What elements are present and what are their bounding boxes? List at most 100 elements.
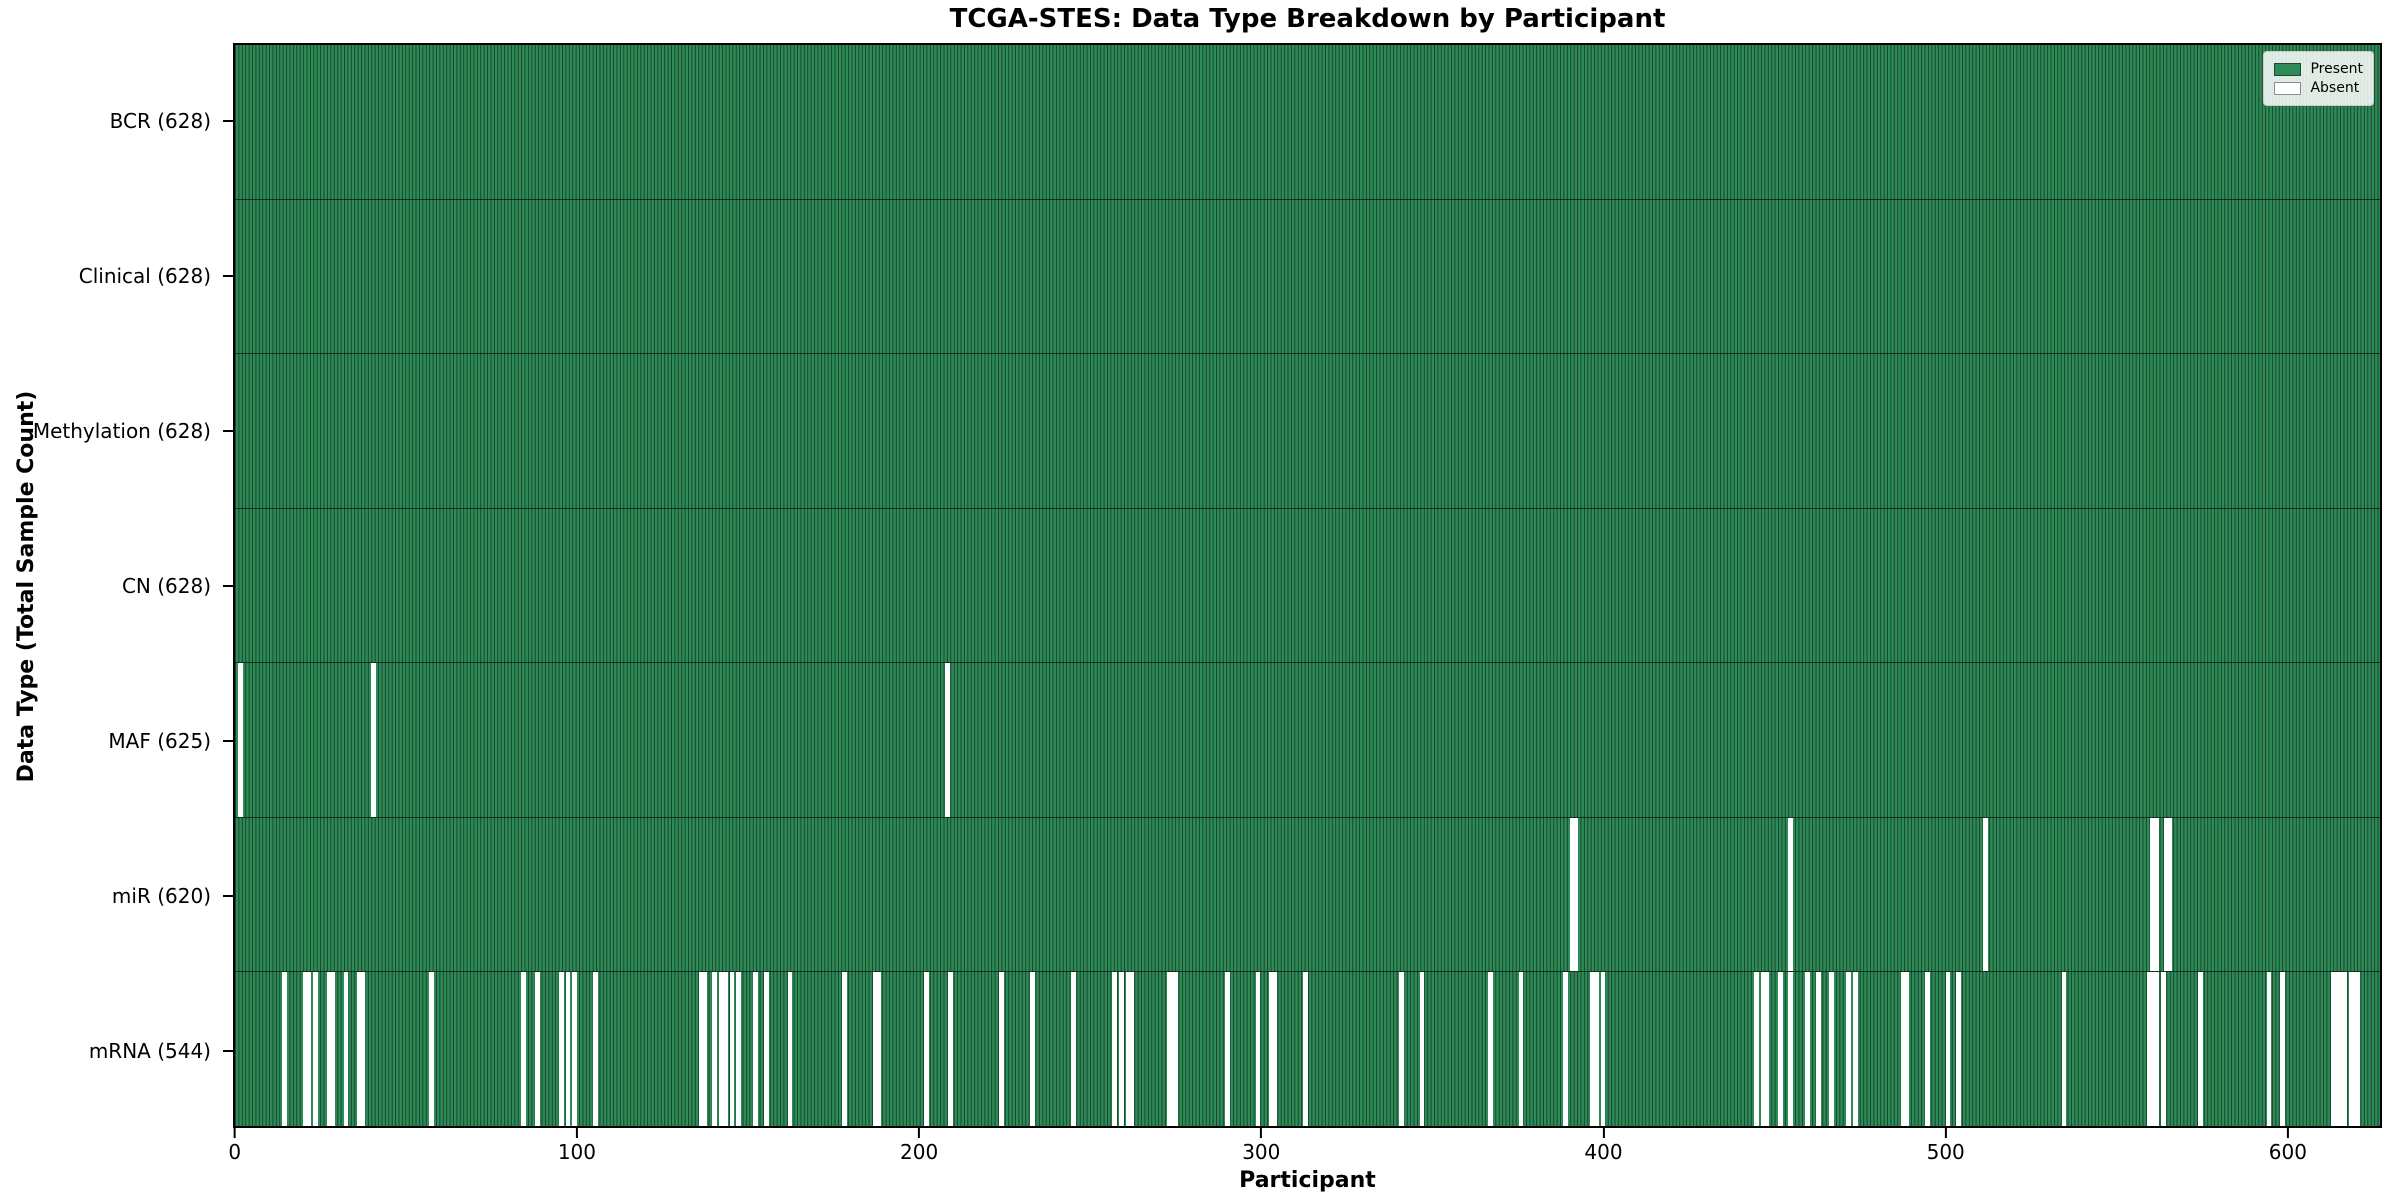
- legend-item-present: Present: [2274, 61, 2363, 77]
- x-axis: 0 100 200 300 400 500 600: [228, 1128, 2382, 1170]
- absent-gap: [357, 972, 363, 1127]
- y-tick-CN: CN (628): [0, 508, 233, 663]
- legend-label: Absent: [2310, 80, 2360, 96]
- y-tick-label: miR (620): [111, 883, 211, 908]
- absent-gap: [702, 972, 708, 1127]
- absent-gap: [2348, 972, 2354, 1127]
- absent-gap: [521, 972, 527, 1127]
- row-MAF: [235, 663, 2380, 818]
- x-tick-100: 100: [558, 1128, 596, 1164]
- absent-gap: [2280, 972, 2286, 1127]
- absent-gap: [1805, 972, 1811, 1127]
- x-tick-label: 500: [1926, 1140, 1965, 1164]
- absent-gap: [1170, 972, 1175, 1127]
- absent-gap: [302, 972, 308, 1127]
- row-CN: [235, 508, 2380, 664]
- absent-gap: [1600, 972, 1606, 1127]
- absent-gap: [712, 972, 718, 1127]
- absent-gap: [1788, 972, 1794, 1127]
- x-tick-label: 100: [557, 1140, 596, 1164]
- legend: Present Absent: [2263, 51, 2374, 106]
- y-tick-mark: [223, 119, 233, 122]
- y-tick-mark: [223, 739, 233, 742]
- y-tick-label: CN (628): [121, 573, 211, 598]
- y-tick-mark: [223, 1049, 233, 1052]
- absent-gap: [534, 972, 540, 1127]
- absent-gap: [1125, 972, 1131, 1127]
- absent-gap: [2198, 972, 2204, 1127]
- absent-gap: [2167, 817, 2173, 972]
- absent-gap: [360, 972, 366, 1127]
- absent-gap: [1030, 972, 1035, 1127]
- rows: [235, 45, 2380, 1127]
- absent-gap: [2153, 972, 2159, 1127]
- absent-gap: [1853, 972, 1859, 1127]
- absent-gap: [1118, 972, 1124, 1127]
- x-tick-400: 400: [1584, 1128, 1623, 1164]
- absent-gap: [698, 972, 704, 1127]
- absent-gap: [999, 972, 1005, 1127]
- absent-gap: [1815, 972, 1821, 1127]
- absent-gap: [787, 972, 793, 1127]
- absent-gap: [1129, 972, 1134, 1127]
- absent-gap: [1754, 972, 1760, 1127]
- y-tick-MAF: MAF (625): [0, 663, 233, 818]
- row-Methylation: [235, 354, 2380, 509]
- absent-gap: [842, 972, 848, 1127]
- y-tick-label: MAF (625): [108, 728, 211, 753]
- y-tick-Clinical: Clinical (628): [0, 198, 233, 353]
- absent-gap: [1904, 972, 1910, 1127]
- x-tick-mark: [1602, 1128, 1605, 1138]
- y-tick-mark: [223, 894, 233, 897]
- x-tick-mark: [1944, 1128, 1947, 1138]
- y-tick-mRNA: mRNA (544): [0, 973, 233, 1128]
- absent-gap: [1224, 972, 1230, 1127]
- absent-gap: [343, 972, 349, 1127]
- y-tick-mark: [223, 429, 233, 432]
- x-tick-600: 600: [2269, 1128, 2307, 1164]
- x-tick-500: 500: [1927, 1128, 1965, 1164]
- absent-gap: [1925, 972, 1930, 1127]
- absent-gap: [736, 972, 742, 1127]
- absent-gap: [326, 972, 332, 1127]
- absent-gap: [722, 972, 728, 1127]
- absent-gap: [1487, 972, 1493, 1127]
- absent-gap: [873, 972, 878, 1127]
- absent-gap: [763, 972, 769, 1127]
- x-tick-mark: [1260, 1128, 1263, 1138]
- x-tick-mark: [2286, 1128, 2289, 1138]
- absent-gap: [370, 663, 376, 817]
- x-tick-label: 600: [2268, 1140, 2307, 1164]
- absent-gap: [2266, 972, 2272, 1127]
- absent-gap: [572, 972, 578, 1127]
- legend-label: Present: [2310, 61, 2363, 77]
- absent-gap: [1761, 972, 1766, 1127]
- absent-gap: [719, 972, 725, 1127]
- absent-gap: [2160, 972, 2166, 1127]
- absent-gap: [237, 663, 243, 817]
- row-miR: [235, 817, 2380, 973]
- y-tick-label: mRNA (544): [88, 1038, 211, 1063]
- plot-area: Present Absent: [233, 43, 2382, 1128]
- absent-gap: [1399, 972, 1404, 1127]
- absent-gap: [558, 972, 564, 1127]
- absent-gap: [2164, 817, 2169, 972]
- y-tick-mark: [223, 584, 233, 587]
- x-tick-label: 200: [900, 1140, 939, 1164]
- absent-gap: [2355, 972, 2361, 1127]
- chart-title: TCGA-STES: Data Type Breakdown by Partic…: [949, 4, 1666, 34]
- y-axis: BCR (628) Clinical (628) Methylation (628)…: [0, 43, 233, 1128]
- absent-gap: [2334, 972, 2340, 1127]
- absent-gap: [1846, 972, 1852, 1127]
- absent-gap: [2341, 972, 2347, 1127]
- absent-gap: [1269, 972, 1275, 1127]
- absent-gap: [428, 972, 434, 1127]
- x-tick-mark: [233, 1128, 236, 1138]
- absent-gap: [1272, 972, 1278, 1127]
- absent-gap: [1303, 972, 1309, 1127]
- absent-gap: [948, 972, 953, 1127]
- absent-gap: [1590, 972, 1596, 1127]
- absent-gap: [565, 972, 571, 1127]
- x-axis-label: Participant: [1239, 1168, 1376, 1193]
